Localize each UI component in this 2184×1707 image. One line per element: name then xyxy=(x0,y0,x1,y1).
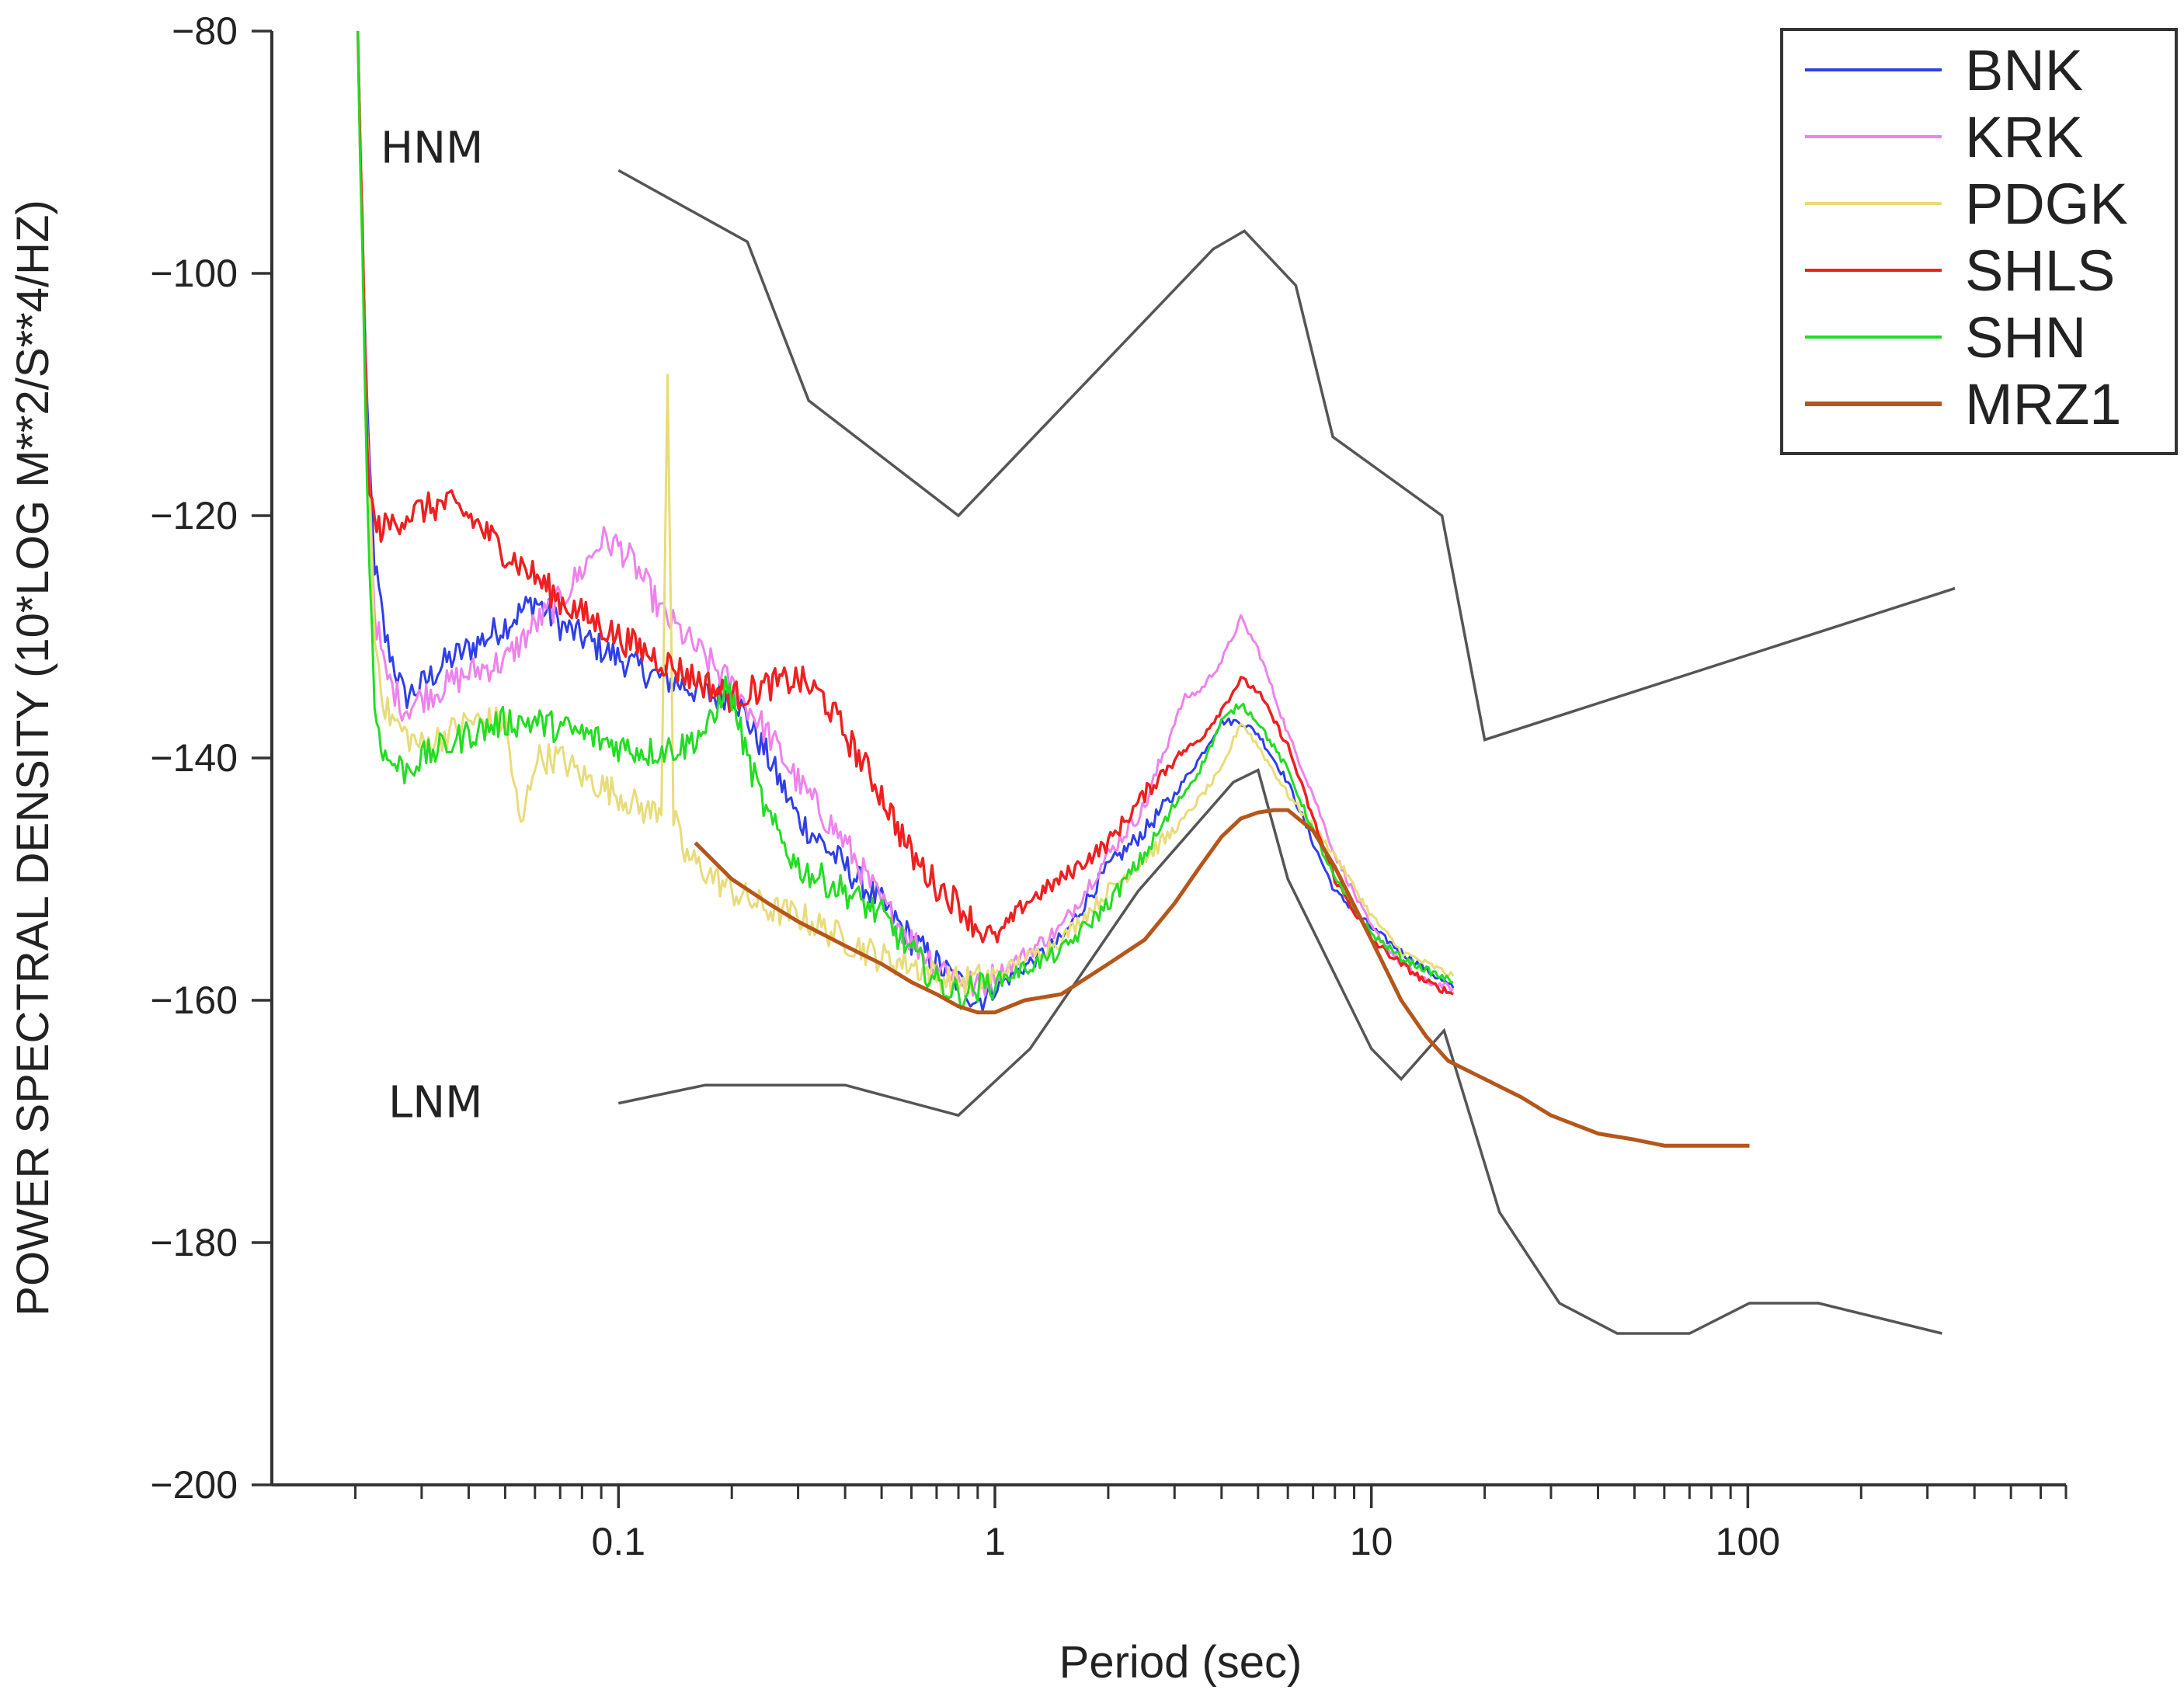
hnm-label: HNM xyxy=(381,123,483,173)
lnm-line xyxy=(617,768,1942,1335)
series-line-shls xyxy=(356,30,1454,996)
x-tick-label: 0.1 xyxy=(592,1520,646,1563)
y-tick-label: −140 xyxy=(150,736,238,780)
legend-label-krk: KRK xyxy=(1965,105,2083,169)
legend-label-bnk: BNK xyxy=(1965,38,2083,103)
series-line-pdgk xyxy=(356,30,1455,997)
legend-label-pdgk: PDGK xyxy=(1965,172,2128,236)
y-tick-label: −80 xyxy=(172,9,238,53)
series-line-bnk xyxy=(356,30,1455,1012)
series-line-shn xyxy=(356,30,1454,1010)
y-tick-label: −200 xyxy=(150,1463,238,1507)
lnm-label: LNM xyxy=(388,1078,482,1128)
legend-label-shls: SHLS xyxy=(1965,238,2115,303)
y-tick-label: −180 xyxy=(150,1221,238,1264)
y-tick-label: −100 xyxy=(150,252,238,295)
legend-label-mrz1: MRZ1 xyxy=(1965,372,2121,436)
x-tick-label: 1 xyxy=(984,1520,1006,1563)
plot-lines xyxy=(356,30,1956,1335)
axes: −80 −100 −120 −140 −160 −180 −200 0.1 1 10 100 xyxy=(150,9,2067,1563)
legend-label-shn: SHN xyxy=(1965,305,2086,370)
x-axis-title: Period (sec) xyxy=(1059,1637,1302,1688)
x-tick-label: 10 xyxy=(1350,1520,1393,1563)
legend-box xyxy=(1780,28,2178,455)
series-line-mrz1 xyxy=(694,808,1750,1148)
hnm-line xyxy=(617,169,1956,742)
y-axis-title: POWER SPECTRAL DENSITY (10*LOG M**2/S**4… xyxy=(8,200,58,1316)
y-tick-label: −160 xyxy=(150,979,238,1022)
annotations: HNM LNM xyxy=(381,123,483,1128)
series-line-krk xyxy=(356,30,1455,997)
x-tick-label: 100 xyxy=(1716,1520,1780,1563)
y-tick-label: −120 xyxy=(150,494,238,537)
